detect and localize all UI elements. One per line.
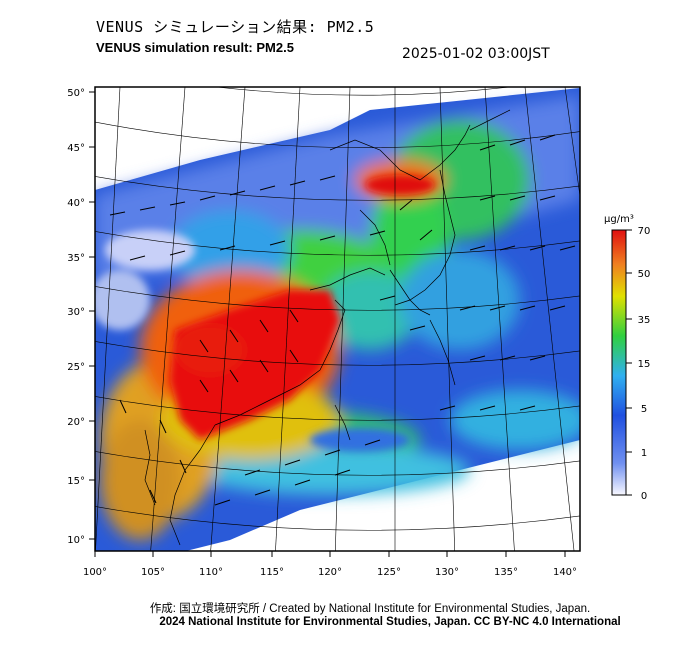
coastlines: [144, 109, 511, 546]
title-japanese: VENUS シミュレーション結果: PM2.5: [96, 18, 375, 36]
lat-label: 35°: [67, 253, 85, 264]
lon-label: 110°: [199, 567, 223, 578]
title-english: VENUS simulation result: PM2.5: [96, 40, 294, 55]
lat-label: 45°: [67, 143, 85, 154]
latitude-ticks: [89, 91, 95, 540]
lat-label: 25°: [67, 362, 85, 373]
colorbar-scale: [611, 229, 627, 496]
lat-label: 10°: [67, 535, 85, 546]
lat-label: 20°: [67, 417, 85, 428]
lon-label: 105°: [141, 567, 165, 578]
colorbar-tick: 5: [641, 404, 647, 415]
colorbar-tick: 0: [641, 491, 647, 502]
forecast-datetime: 2025-01-02 03:00JST: [402, 46, 550, 62]
lon-label: 140°: [553, 567, 577, 578]
pm25-field: [95, 88, 580, 551]
copyright-line: 2024 National Institute for Environmenta…: [159, 616, 621, 628]
colorbar-tick: 1: [641, 448, 647, 459]
map-frame: [94, 86, 581, 552]
lat-label: 15°: [67, 476, 85, 487]
latitude-labels: 50° 45° 40° 35° 30° 25° 20° 15° 10°: [67, 88, 85, 546]
colorbar-tick: 50: [638, 269, 651, 280]
lat-label: 40°: [67, 198, 85, 209]
colorbar-unit: μg/m³: [604, 214, 634, 225]
graticule: [95, 87, 580, 551]
lon-label: 100°: [83, 567, 107, 578]
lon-label: 135°: [494, 567, 518, 578]
lat-label: 30°: [67, 307, 85, 318]
lat-label: 50°: [67, 88, 85, 99]
lon-label: 115°: [260, 567, 284, 578]
lon-label: 120°: [318, 567, 342, 578]
credit-line: 作成: 国立環境研究所 / Created by National Instit…: [149, 603, 591, 615]
wind-vectors: [109, 134, 576, 506]
longitude-ticks: [94, 551, 566, 557]
colorbar-tick: 70: [638, 226, 651, 237]
map-area: [95, 87, 580, 551]
colorbar: μg/m³ 70 50 35 15 5 1 0: [604, 214, 650, 502]
lon-label: 125°: [377, 567, 401, 578]
colorbar-tick: 35: [638, 315, 651, 326]
lon-label: 130°: [435, 567, 459, 578]
longitude-labels: 100° 105° 110° 115° 120° 125° 130° 135° …: [83, 567, 577, 578]
colorbar-tick: 15: [638, 359, 651, 370]
